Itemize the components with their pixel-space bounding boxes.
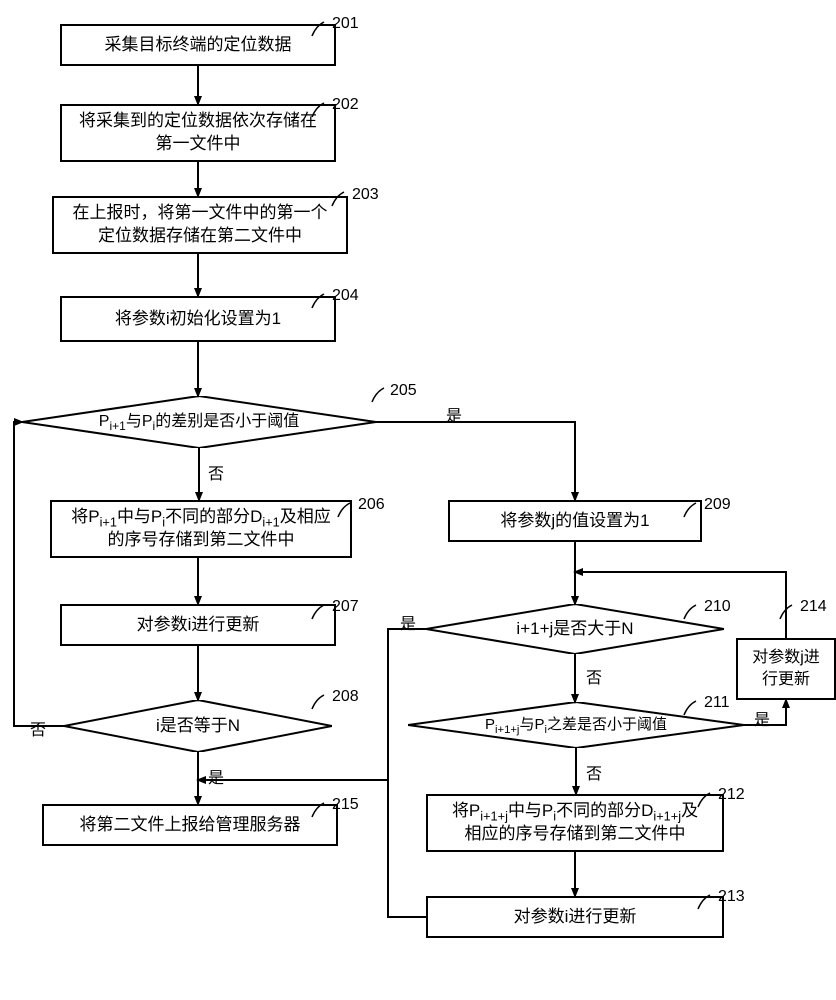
edge-205-yes: 是 xyxy=(446,402,462,426)
node-214: 对参数j进行更新 xyxy=(736,638,836,700)
node-212-label: 将Pi+1+j中与Pi不同的部分Di+1+j及相应的序号存储到第二文件中 xyxy=(452,800,698,846)
node-203: 在上报时，将第一文件中的第一个定位数据存储在第二文件中 xyxy=(52,196,348,254)
decision-205: Pi+1与Pi的差别是否小于阈值 xyxy=(22,396,376,448)
step-207: 207 xyxy=(332,598,359,616)
node-203-label: 在上报时，将第一文件中的第一个定位数据存储在第二文件中 xyxy=(73,202,328,248)
edge-210-yes: 是 xyxy=(400,610,416,634)
flowchart-canvas: 采集目标终端的定位数据 201 将采集到的定位数据依次存储在第一文件中 202 … xyxy=(0,0,836,1000)
decision-208-label: i是否等于N xyxy=(156,715,240,736)
decision-211: Pi+1+j与Pi之差是否小于阈值 xyxy=(408,702,744,748)
node-207: 对参数i进行更新 xyxy=(60,604,336,646)
edge-208-yes: 是 xyxy=(208,764,224,788)
decision-210-label: i+1+j是否大于N xyxy=(516,618,633,639)
node-214-label: 对参数j进行更新 xyxy=(752,647,820,690)
decision-208: i是否等于N xyxy=(64,700,332,752)
step-208: 208 xyxy=(332,688,359,706)
edge-211-no: 否 xyxy=(586,760,602,784)
node-213-label: 对参数i进行更新 xyxy=(514,906,637,929)
decision-211-label: Pi+1+j与Pi之差是否小于阈值 xyxy=(485,716,667,735)
edge-210-no: 否 xyxy=(586,664,602,688)
edge-208-no: 否 xyxy=(30,716,46,740)
node-215: 将第二文件上报给管理服务器 xyxy=(42,804,338,846)
step-211: 211 xyxy=(704,694,730,712)
node-202: 将采集到的定位数据依次存储在第一文件中 xyxy=(60,104,336,162)
step-202: 202 xyxy=(332,96,359,114)
node-202-label: 将采集到的定位数据依次存储在第一文件中 xyxy=(79,110,317,156)
node-213: 对参数i进行更新 xyxy=(426,896,724,938)
step-206: 206 xyxy=(358,496,385,514)
node-201: 采集目标终端的定位数据 xyxy=(60,24,336,66)
node-204: 将参数i初始化设置为1 xyxy=(60,296,336,342)
edge-211-yes: 是 xyxy=(754,706,770,730)
node-212: 将Pi+1+j中与Pi不同的部分Di+1+j及相应的序号存储到第二文件中 xyxy=(426,794,724,852)
decision-210: i+1+j是否大于N xyxy=(426,604,724,654)
node-215-label: 将第二文件上报给管理服务器 xyxy=(80,814,301,837)
step-210: 210 xyxy=(704,598,731,616)
step-203: 203 xyxy=(352,186,379,204)
node-209: 将参数j的值设置为1 xyxy=(448,500,702,542)
step-214: 214 xyxy=(800,598,827,616)
node-201-label: 采集目标终端的定位数据 xyxy=(105,34,292,57)
step-201: 201 xyxy=(332,15,359,33)
node-206-label: 将Pi+1中与Pi不同的部分Di+1及相应的序号存储到第二文件中 xyxy=(71,506,331,552)
step-213: 213 xyxy=(718,888,745,906)
step-205: 205 xyxy=(390,382,417,400)
edge-205-no: 否 xyxy=(208,460,224,484)
node-207-label: 对参数i进行更新 xyxy=(137,614,260,637)
decision-205-label: Pi+1与Pi的差别是否小于阈值 xyxy=(99,412,299,432)
node-209-label: 将参数j的值设置为1 xyxy=(500,510,649,533)
step-204: 204 xyxy=(332,287,359,305)
step-215: 215 xyxy=(332,796,359,814)
step-209: 209 xyxy=(704,496,731,514)
node-206: 将Pi+1中与Pi不同的部分Di+1及相应的序号存储到第二文件中 xyxy=(50,500,352,558)
step-212: 212 xyxy=(718,786,745,804)
node-204-label: 将参数i初始化设置为1 xyxy=(115,308,281,331)
